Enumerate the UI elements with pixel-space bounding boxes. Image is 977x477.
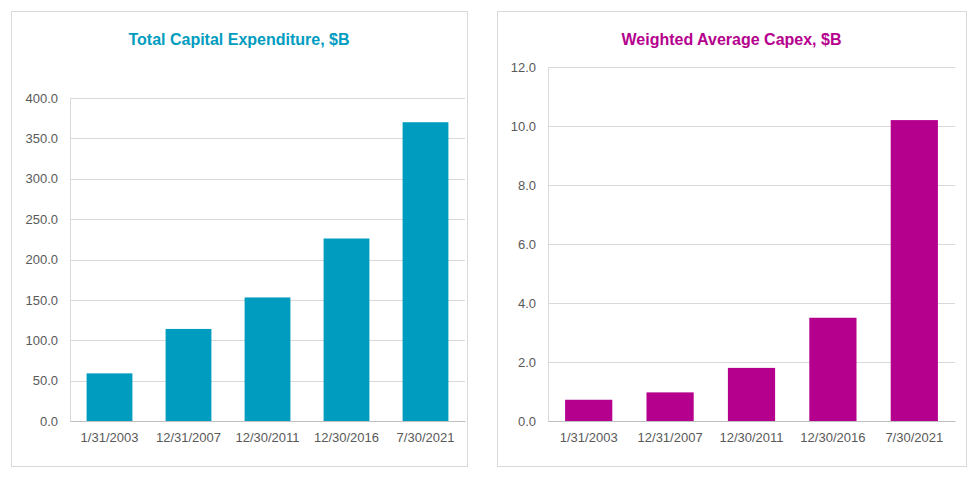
bar — [87, 373, 133, 421]
grid — [548, 68, 955, 422]
y-tick: 12.0 — [511, 60, 548, 75]
x-tick: 7/30/2021 — [885, 421, 943, 445]
x-axis: 1/31/2003 12/31/2007 12/30/2011 12/30/2016 7… — [71, 421, 466, 445]
y-tick-label: 100.0 — [25, 333, 58, 348]
x-axis-line — [549, 421, 956, 422]
y-tick-label: 6.0 — [518, 237, 536, 252]
x-axis-line — [71, 421, 466, 422]
x-tick: 12/30/2016 — [800, 421, 865, 445]
bar — [809, 318, 856, 421]
x-tick-label: 1/31/2003 — [560, 430, 618, 445]
y-tick-label: 12.0 — [511, 60, 536, 75]
x-tick: 7/30/2021 — [397, 421, 455, 445]
grid-line — [70, 421, 465, 422]
x-tick: 12/30/2016 — [314, 421, 379, 445]
x-tick: 1/31/2003 — [81, 421, 139, 445]
y-tick: 250.0 — [25, 212, 70, 227]
chart-title: Weighted Average Capex, $B — [622, 31, 842, 48]
chart-canvas: Total Capital Expenditure, $B 0.0 50.0 100.… — [0, 0, 977, 477]
y-tick-label: 2.0 — [518, 355, 536, 370]
bar — [245, 297, 291, 421]
x-tick-label: 1/31/2003 — [81, 430, 139, 445]
y-tick-label: 4.0 — [518, 296, 536, 311]
bar — [166, 329, 212, 421]
x-tick-label: 12/30/2011 — [719, 430, 783, 445]
x-tick: 12/30/2011 — [235, 421, 299, 445]
y-tick: 100.0 — [25, 333, 70, 348]
y-tick-label: 350.0 — [25, 131, 58, 146]
y-axis: 0.0 2.0 4.0 6.0 8.0 10.0 12.0 — [511, 60, 549, 429]
y-tick: 50.0 — [33, 373, 70, 388]
grid-line — [548, 421, 955, 422]
bar — [403, 122, 449, 421]
y-tick-label: 300.0 — [25, 171, 58, 186]
y-tick: 400.0 — [25, 91, 70, 106]
y-axis-line — [70, 99, 71, 422]
grid-line — [548, 67, 955, 68]
y-tick: 350.0 — [25, 131, 70, 146]
x-tick: 12/31/2007 — [638, 421, 703, 445]
bar — [891, 120, 938, 421]
chart-title: Total Capital Expenditure, $B — [128, 31, 349, 48]
y-tick-label: 0.0 — [518, 414, 536, 429]
y-tick: 200.0 — [25, 252, 70, 267]
y-tick-label: 0.0 — [40, 414, 58, 429]
x-tick-label: 7/30/2021 — [885, 430, 943, 445]
x-tick: 1/31/2003 — [560, 421, 618, 445]
x-tick: 12/31/2007 — [156, 421, 221, 445]
y-tick: 0.0 — [518, 414, 548, 429]
y-tick: 300.0 — [25, 171, 70, 186]
x-axis: 1/31/2003 12/31/2007 12/30/2011 12/30/2016 7… — [549, 421, 956, 445]
chart-panel: Total Capital Expenditure, $B 0.0 50.0 100.… — [12, 12, 468, 467]
y-tick-label: 200.0 — [25, 252, 58, 267]
x-tick-label: 12/30/2016 — [314, 430, 379, 445]
panel-frame — [12, 12, 468, 467]
bar — [565, 400, 612, 421]
y-tick: 4.0 — [518, 296, 548, 311]
bar — [324, 239, 370, 421]
y-axis-line — [548, 68, 549, 422]
x-tick-label: 7/30/2021 — [397, 430, 455, 445]
y-tick: 150.0 — [25, 293, 70, 308]
panel-frame — [498, 12, 967, 467]
bar — [646, 392, 693, 421]
bars — [565, 120, 938, 421]
x-tick-label: 12/30/2016 — [800, 430, 865, 445]
y-tick: 6.0 — [518, 237, 548, 252]
y-tick-label: 10.0 — [511, 119, 536, 134]
grid — [70, 99, 465, 422]
chart-panel: Weighted Average Capex, $B 0.0 2.0 4.0 6.0 8.… — [498, 12, 967, 467]
grid-line — [70, 98, 465, 99]
x-tick-label: 12/31/2007 — [638, 430, 703, 445]
bar — [728, 368, 775, 421]
x-tick-label: 12/30/2011 — [235, 430, 299, 445]
y-tick-label: 400.0 — [25, 91, 58, 106]
bars — [87, 122, 449, 421]
y-tick-label: 8.0 — [518, 178, 536, 193]
y-tick: 10.0 — [511, 119, 548, 134]
y-tick: 0.0 — [40, 414, 70, 429]
x-tick-label: 12/31/2007 — [156, 430, 221, 445]
y-tick: 2.0 — [518, 355, 548, 370]
y-tick-label: 150.0 — [25, 293, 58, 308]
y-tick: 8.0 — [518, 178, 548, 193]
y-tick-label: 50.0 — [33, 373, 58, 388]
y-tick-label: 250.0 — [25, 212, 58, 227]
x-tick: 12/30/2011 — [719, 421, 783, 445]
y-axis: 0.0 50.0 100.0 150.0 200.0 250.0 300.0 350.0 400… — [25, 91, 70, 429]
